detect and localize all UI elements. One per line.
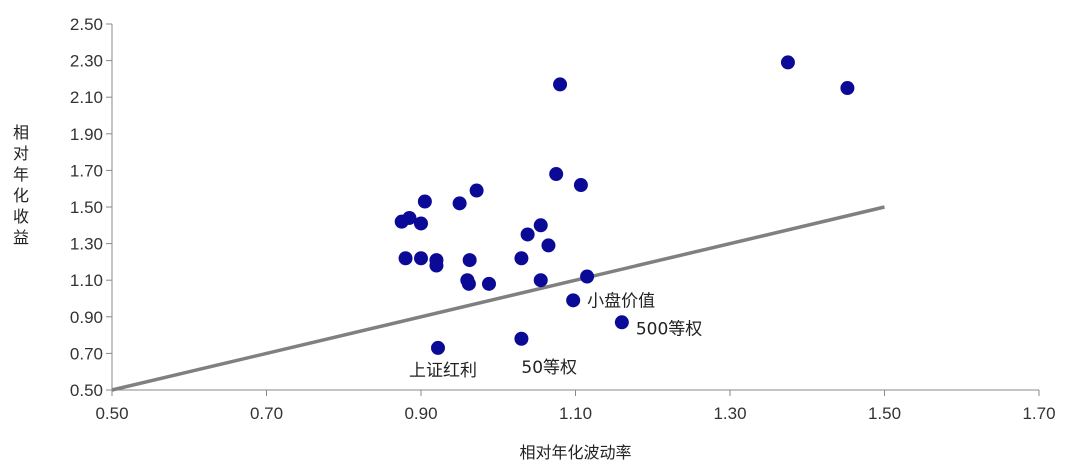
data-point [549,167,564,182]
y-axis-title-char: 对 [13,144,29,163]
data-point [414,216,428,231]
y-tick-label: 0.90 [70,308,103,327]
data-point [514,331,529,346]
y-axis-title: 相对年化收益 [13,123,29,247]
data-point [452,196,467,211]
data-point [541,238,556,253]
y-tick-label: 1.10 [70,271,103,290]
data-point [461,276,476,291]
point-label: 500等权 [636,319,702,339]
data-point [402,210,417,225]
y-tick-label: 0.70 [70,344,103,363]
data-point [614,315,629,330]
x-tick-label: 0.50 [95,404,128,423]
data-point [780,55,795,70]
point-label: 上证红利 [409,361,477,381]
data-point [417,194,432,209]
y-tick-label: 2.10 [70,88,103,107]
y-axis-title-char: 收 [13,207,29,226]
y-tick-label: 2.50 [70,15,103,34]
y-tick-label: 0.50 [70,381,103,400]
data-point [840,81,855,96]
y-axis-title-char: 益 [13,228,29,247]
x-axis-title: 相对年化波动率 [519,443,631,462]
data-point [520,227,535,242]
point-label: 小盘价值 [587,291,655,311]
data-point [429,258,444,273]
data-point [573,178,588,193]
data-point [553,77,568,92]
y-tick-label: 1.70 [70,161,103,180]
data-point [533,218,548,233]
x-tick-label: 1.50 [868,404,901,423]
data-point [430,340,445,355]
data-point [533,273,548,288]
x-tick-label: 1.30 [713,404,746,423]
y-tick-label: 1.30 [70,235,103,254]
y-axis-title-char: 相 [13,123,29,142]
reference-line [111,205,885,392]
y-axis-title-char: 化 [13,186,29,205]
data-point [580,269,595,284]
y-tick-label: 1.90 [70,125,103,144]
data-point [414,251,428,266]
x-tick-label: 1.10 [559,404,592,423]
data-point [398,251,413,266]
y-tick-label: 1.50 [70,198,103,217]
data-point [514,251,529,266]
data-point [481,276,496,291]
y-axis-title-char: 年 [13,165,29,184]
y-tick-label: 2.30 [70,52,103,71]
plot-area: 0.50 0.70 0.90 1.10 1.30 1.50 1.70 0.50 0.70 0.90… [70,15,1056,423]
x-tick-label: 1.70 [1022,404,1055,423]
x-tick-label: 0.90 [404,404,437,423]
point-label: 50等权 [521,358,577,378]
data-point [462,253,477,268]
x-tick-label: 0.70 [250,404,283,423]
data-point [566,293,581,308]
data-point [469,183,484,198]
